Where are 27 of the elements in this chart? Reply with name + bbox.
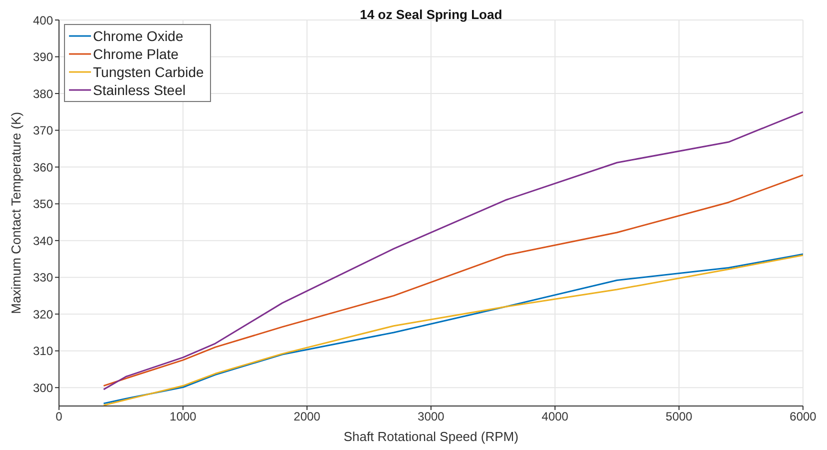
y-axis-title: Maximum Contact Temperature (K) <box>8 112 24 314</box>
line-series <box>102 174 803 387</box>
y-tick-label: 350 <box>32 197 54 212</box>
y-tick-label: 390 <box>32 50 54 64</box>
legend-label: Chrome Plate <box>93 45 179 63</box>
y-tick-label: 380 <box>32 86 54 101</box>
y-tick-label: 370 <box>32 124 54 138</box>
x-tick-label: 0 <box>56 410 63 424</box>
y-tick-label: 330 <box>32 270 54 285</box>
x-axis-title: Shaft Rotational Speed (RPM) <box>344 429 518 444</box>
chart-title: 14 oz Seal Spring Load <box>360 7 502 22</box>
x-tick-label: 6000 <box>790 410 817 424</box>
x-tick-label: 4000 <box>542 410 569 424</box>
y-tick-label: 320 <box>32 307 54 322</box>
y-tick-label: 300 <box>32 380 54 395</box>
x-tick-label: 1000 <box>170 410 197 424</box>
legend-label: Chrome Oxide <box>93 27 184 45</box>
line-series <box>102 111 803 390</box>
legend-label: Stainless Steel <box>93 81 186 99</box>
y-tick-label: 360 <box>32 160 54 174</box>
y-tick-label: 310 <box>32 344 54 358</box>
legend-label: Tungsten Carbide <box>93 63 204 81</box>
y-tick-label: 340 <box>32 234 54 248</box>
y-tick-label: 400 <box>32 13 54 28</box>
x-tick-label: 5000 <box>666 410 693 424</box>
x-tick-label: 3000 <box>418 410 445 424</box>
x-tick-label: 2000 <box>294 410 321 424</box>
